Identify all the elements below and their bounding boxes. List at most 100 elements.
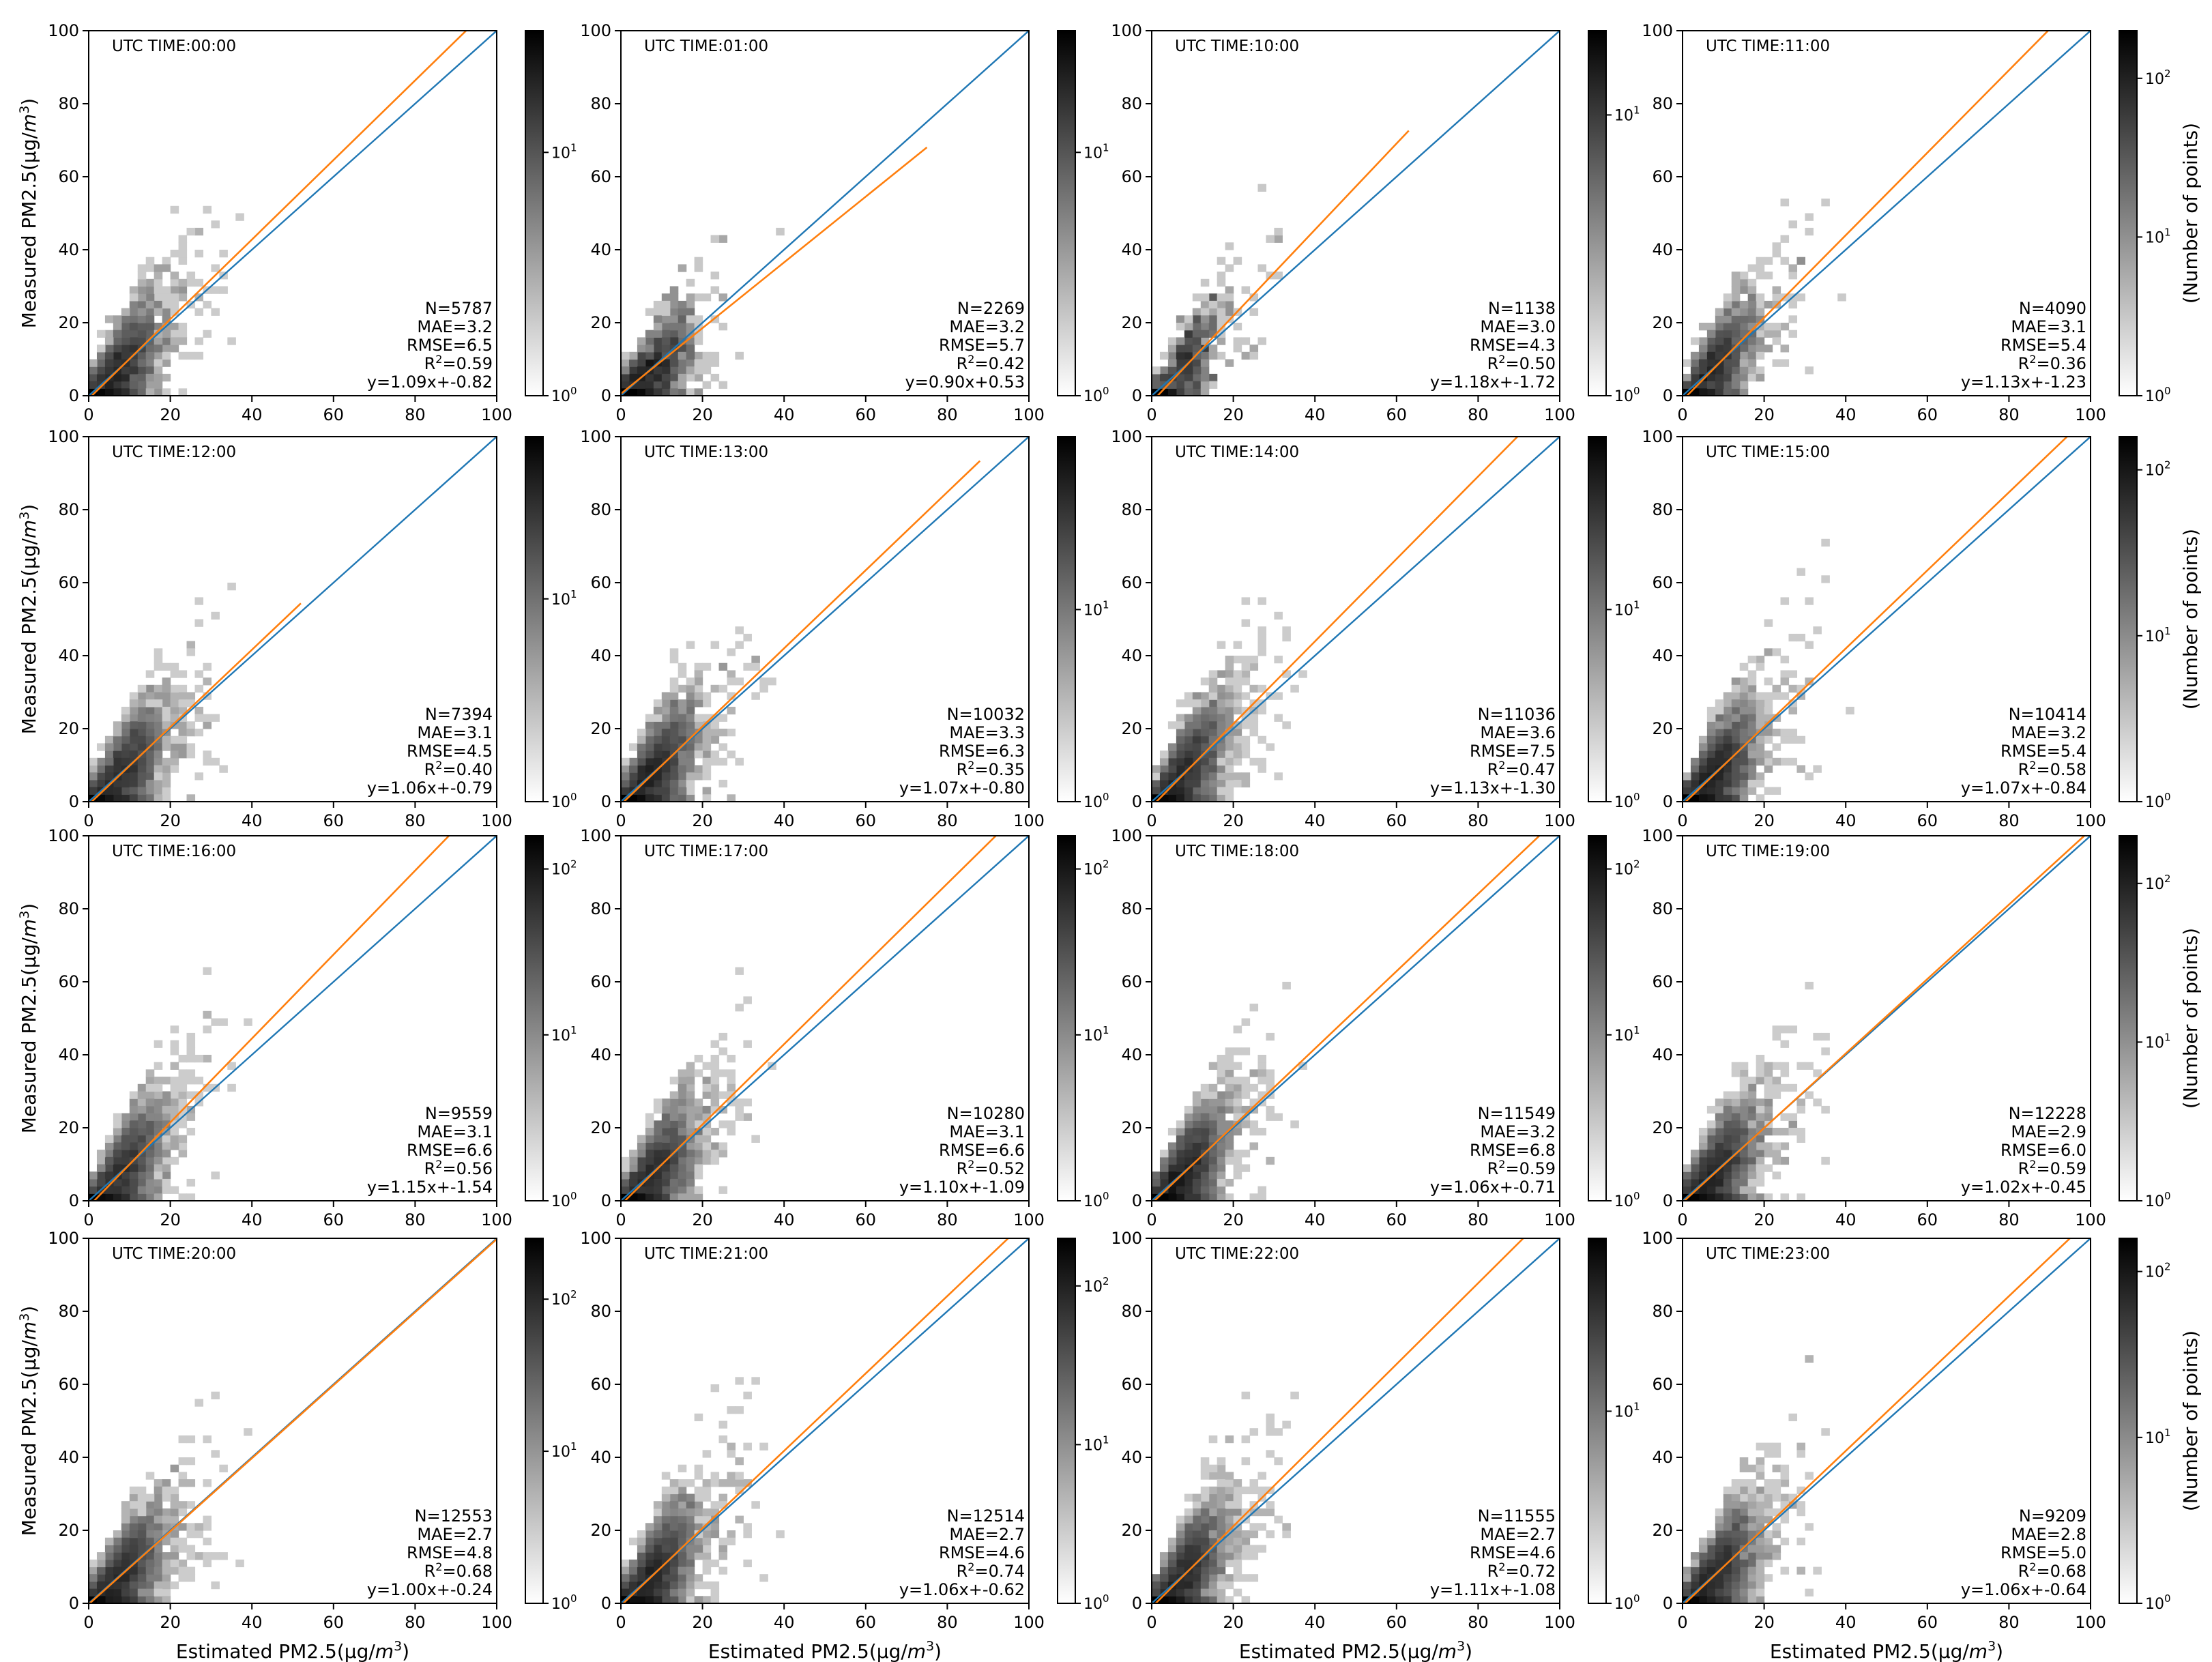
density-cell xyxy=(1731,1559,1741,1568)
density-cell xyxy=(113,1150,122,1158)
density-cell xyxy=(1731,1537,1741,1545)
density-cell xyxy=(702,772,712,781)
y-tick-label: 20 xyxy=(1652,719,1673,738)
density-cell xyxy=(1690,1552,1700,1560)
density-cell xyxy=(154,381,163,389)
x-tick-label: 20 xyxy=(1223,1613,1244,1632)
density-cell xyxy=(678,735,687,744)
density-cell xyxy=(637,1545,646,1553)
density-cell xyxy=(162,359,171,367)
density-cell xyxy=(1241,735,1251,744)
mae-value: MAE=3.1 xyxy=(417,1122,493,1141)
density-cell xyxy=(203,1523,212,1531)
density-cell xyxy=(637,1171,646,1180)
density-cell xyxy=(678,1479,687,1487)
density-cell xyxy=(1731,1530,1741,1539)
density-cell xyxy=(686,1105,695,1114)
x-tick-label: 40 xyxy=(242,1613,263,1632)
n-value: N=2269 xyxy=(957,299,1025,318)
x-tick-label: 60 xyxy=(323,1613,345,1632)
mae-value: MAE=3.3 xyxy=(949,723,1025,742)
density-cell xyxy=(727,1479,736,1487)
density-cell xyxy=(89,757,98,766)
density-cell xyxy=(1683,1581,1691,1590)
density-cell xyxy=(669,1537,679,1545)
density-cell xyxy=(661,315,671,323)
density-cell xyxy=(1715,794,1724,802)
density-cell xyxy=(1176,1523,1185,1531)
colorbar xyxy=(1057,436,1076,802)
density-cell xyxy=(1167,366,1177,375)
n-value: N=11549 xyxy=(1478,1104,1556,1123)
density-cell xyxy=(1780,1113,1790,1121)
density-cell xyxy=(1159,1552,1169,1560)
density-cell xyxy=(104,366,114,375)
density-cell xyxy=(1233,699,1242,708)
density-cell xyxy=(653,779,663,788)
density-cell xyxy=(96,1150,106,1158)
density-cell xyxy=(686,692,695,700)
density-cell xyxy=(1208,1472,1218,1480)
density-cell xyxy=(1152,366,1161,375)
density-cell xyxy=(113,1559,122,1568)
density-cell xyxy=(710,1588,720,1597)
density-cell xyxy=(1706,1566,1716,1575)
density-cell xyxy=(1796,568,1805,576)
density-cell xyxy=(1266,1113,1275,1121)
density-cell xyxy=(170,1566,179,1575)
density-cell xyxy=(1756,662,1765,671)
density-cell xyxy=(669,366,679,375)
density-cell xyxy=(1233,1062,1242,1070)
density-cell xyxy=(129,323,139,331)
colorbar-tick-label: 101 xyxy=(1083,598,1109,619)
density-cell xyxy=(743,1391,752,1399)
density-cell xyxy=(653,1120,663,1128)
density-cell xyxy=(1233,1025,1242,1034)
density-cell xyxy=(145,1105,155,1114)
density-cell xyxy=(1731,684,1741,693)
density-cell xyxy=(1249,684,1259,693)
y-tick-label: 20 xyxy=(1652,1118,1673,1137)
density-cell xyxy=(154,1156,163,1165)
density-cell xyxy=(1739,1171,1749,1180)
density-cell xyxy=(710,1083,720,1092)
density-cell xyxy=(170,1025,179,1034)
density-cell xyxy=(1764,648,1773,656)
density-cell xyxy=(702,1150,712,1158)
x-tick-label: 60 xyxy=(323,1210,345,1229)
density-cell xyxy=(678,1508,687,1517)
fit-line xyxy=(1686,31,2050,396)
density-cell xyxy=(170,1545,179,1553)
density-cell xyxy=(1788,670,1798,678)
density-cell xyxy=(1764,1098,1773,1107)
density-cell xyxy=(1159,1164,1169,1172)
n-value: N=7394 xyxy=(425,705,493,724)
density-cell xyxy=(1739,1120,1749,1128)
identity-line xyxy=(621,437,1029,802)
y-tick-label: 60 xyxy=(58,167,79,186)
density-cell xyxy=(1225,1596,1234,1603)
density-cell xyxy=(1715,315,1724,323)
density-cell xyxy=(137,381,147,389)
density-cell xyxy=(129,1178,139,1187)
density-cell xyxy=(669,323,679,331)
density-cell xyxy=(1274,714,1283,722)
density-cell xyxy=(718,743,728,751)
density-cell xyxy=(121,1559,130,1568)
density-cell xyxy=(154,1040,163,1048)
density-cell xyxy=(113,1135,122,1143)
density-cell xyxy=(1739,684,1749,693)
density-cell xyxy=(1176,1150,1185,1158)
density-cell xyxy=(1233,1515,1242,1524)
density-cell xyxy=(1796,735,1805,744)
density-cell xyxy=(1192,1105,1202,1114)
density-cell xyxy=(1796,1442,1805,1450)
density-cell xyxy=(1217,300,1226,309)
density-cell xyxy=(113,743,122,751)
density-cell xyxy=(678,345,687,353)
density-cell xyxy=(1241,1435,1251,1444)
density-cell xyxy=(89,1559,98,1568)
plot-area xyxy=(1683,1238,2091,1603)
density-cell xyxy=(1731,1098,1741,1107)
